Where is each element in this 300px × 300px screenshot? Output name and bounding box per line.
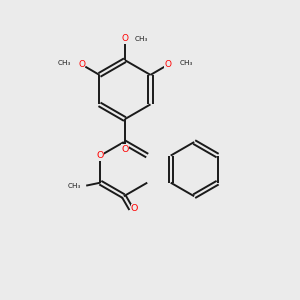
Text: O: O [97, 151, 104, 160]
Text: O: O [122, 34, 128, 43]
Text: O: O [165, 60, 172, 69]
Text: CH₃: CH₃ [57, 60, 70, 66]
Text: O: O [121, 145, 129, 154]
Text: O: O [78, 60, 85, 69]
Text: O: O [131, 205, 138, 214]
Text: CH₃: CH₃ [68, 183, 81, 189]
Text: CH₃: CH₃ [134, 36, 148, 42]
Text: CH₃: CH₃ [179, 60, 193, 66]
